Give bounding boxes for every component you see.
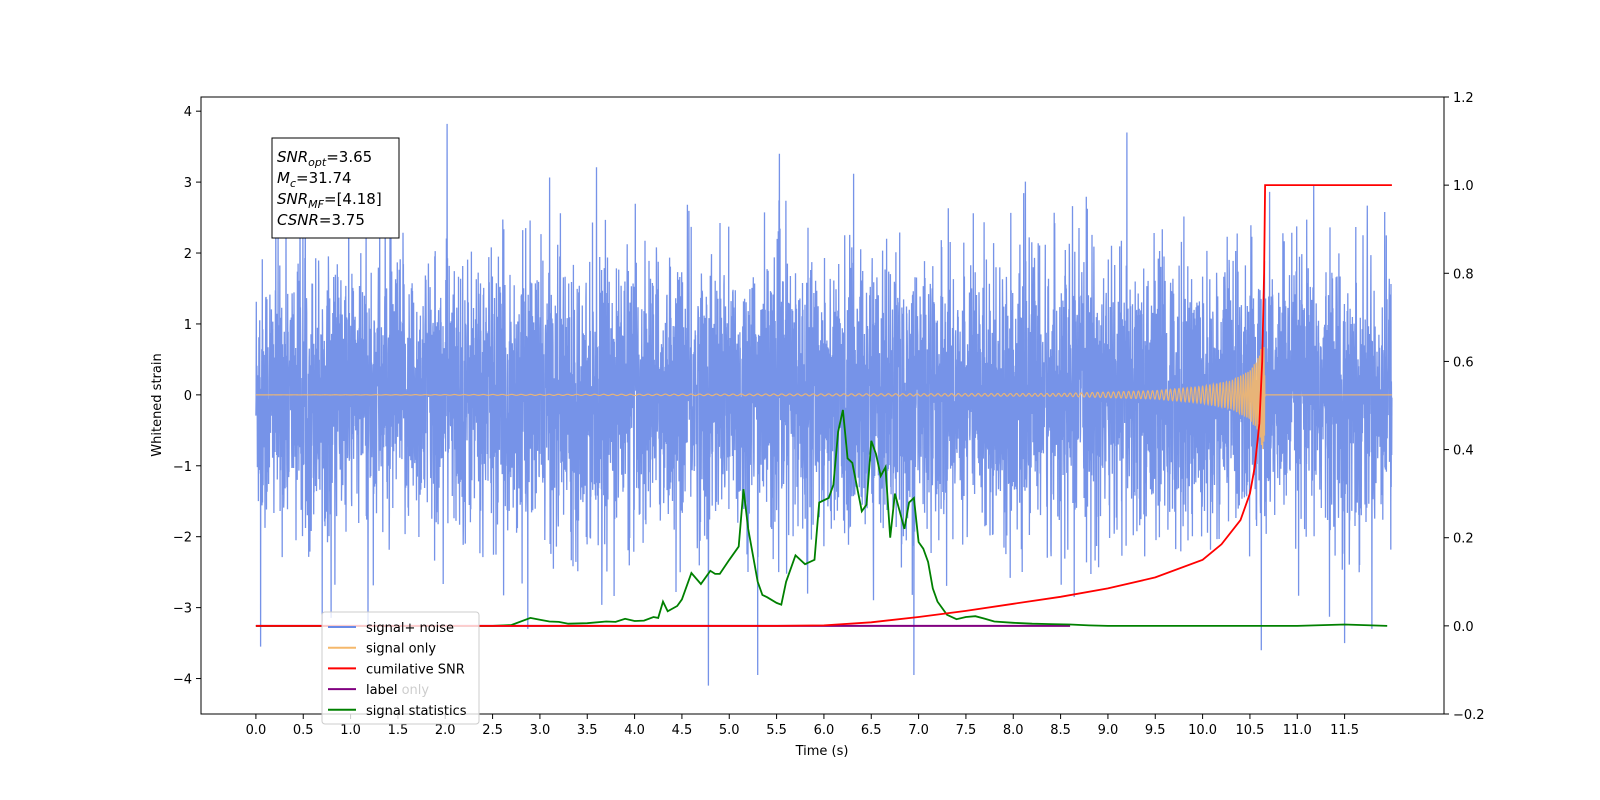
- y-axis-right: −0.2 0.0 0.2 0.4 0.6 0.8 1.0 1.2: [1444, 91, 1485, 723]
- x-tick-label: 6.0: [814, 723, 835, 738]
- x-tick-label: 11.5: [1330, 723, 1359, 738]
- y2-tick-label: 0.8: [1453, 267, 1474, 282]
- y-axis-left: −4 −3 −2 −1 0 1 2 3 4: [173, 105, 201, 688]
- legend-ghost-text: label only: [366, 683, 429, 698]
- y-tick-label: 2: [184, 247, 192, 262]
- x-tick-label: 3.5: [577, 723, 598, 738]
- plot-frame: [200, 96, 1445, 715]
- x-tick-label: 10.0: [1188, 723, 1217, 738]
- y2-tick-label: 0.2: [1453, 532, 1474, 547]
- x-tick-label: 3.0: [530, 723, 551, 738]
- y2-tick-label: 0.0: [1453, 620, 1474, 635]
- y-tick-label: −2: [173, 531, 192, 546]
- y2-tick-label: 1.2: [1453, 91, 1474, 106]
- legend-label: label: [366, 683, 397, 698]
- series-cumulative-snr: [255, 184, 1392, 627]
- y-tick-label: 3: [184, 176, 192, 191]
- plot-area: [255, 123, 1393, 686]
- x-tick-label: 7.0: [908, 723, 929, 738]
- x-tick-label: 0.5: [293, 723, 314, 738]
- y2-tick-label: 1.0: [1453, 179, 1474, 194]
- x-axis: 0.0 0.5 1.0 1.5 2.0 2.5 3.0 3.5 4.0 4.5 5.0 5.5 6.0 6…: [246, 714, 1359, 738]
- info-box-line: SNRopt=3.65: [277, 148, 372, 169]
- x-tick-label: 8.0: [1003, 723, 1024, 738]
- series-signal-noise: [255, 123, 1393, 686]
- y-axis-label: Whitened strain: [150, 353, 165, 456]
- x-tick-label: 1.5: [388, 723, 409, 738]
- y-tick-label: 4: [184, 105, 192, 120]
- x-axis-label: Time (s): [795, 744, 849, 759]
- x-tick-label: 9.0: [1098, 723, 1119, 738]
- legend-label: signal statistics: [366, 704, 467, 719]
- info-box-line: SNRMF=[4.18]: [277, 190, 382, 211]
- x-tick-label: 2.0: [435, 723, 456, 738]
- x-tick-label: 2.5: [482, 723, 503, 738]
- x-tick-label: 9.5: [1145, 723, 1166, 738]
- y-tick-label: 1: [184, 318, 192, 333]
- y2-tick-label: −0.2: [1453, 708, 1485, 723]
- x-tick-label: 6.5: [861, 723, 882, 738]
- x-tick-label: 0.0: [246, 723, 267, 738]
- x-tick-label: 5.5: [766, 723, 787, 738]
- legend-label: signal+ noise: [366, 621, 454, 636]
- x-tick-label: 1.0: [340, 723, 361, 738]
- info-box-line: CSNR=3.75: [277, 211, 365, 229]
- legend-label: signal only: [366, 642, 436, 657]
- legend-label: cumilative SNR: [366, 662, 465, 677]
- x-tick-label: 8.5: [1050, 723, 1071, 738]
- y-tick-label: 0: [184, 389, 192, 404]
- x-tick-label: 4.5: [672, 723, 693, 738]
- x-tick-label: 11.0: [1283, 723, 1312, 738]
- x-tick-label: 5.0: [719, 723, 740, 738]
- series-signal-only: [255, 344, 1392, 449]
- y-tick-label: −3: [173, 602, 192, 617]
- x-tick-label: 4.0: [624, 723, 645, 738]
- x-tick-label: 10.5: [1235, 723, 1264, 738]
- y-tick-label: −1: [173, 460, 192, 475]
- y-tick-label: −4: [173, 673, 192, 688]
- y2-tick-label: 0.4: [1453, 444, 1474, 459]
- legend: signal+ noise signal only cumilative SNR la…: [321, 611, 480, 725]
- series-signal-statistics: [255, 409, 1388, 627]
- info-box-line: Mc=31.74: [277, 169, 352, 190]
- y2-tick-label: 0.6: [1453, 355, 1474, 370]
- x-tick-label: 7.5: [956, 723, 977, 738]
